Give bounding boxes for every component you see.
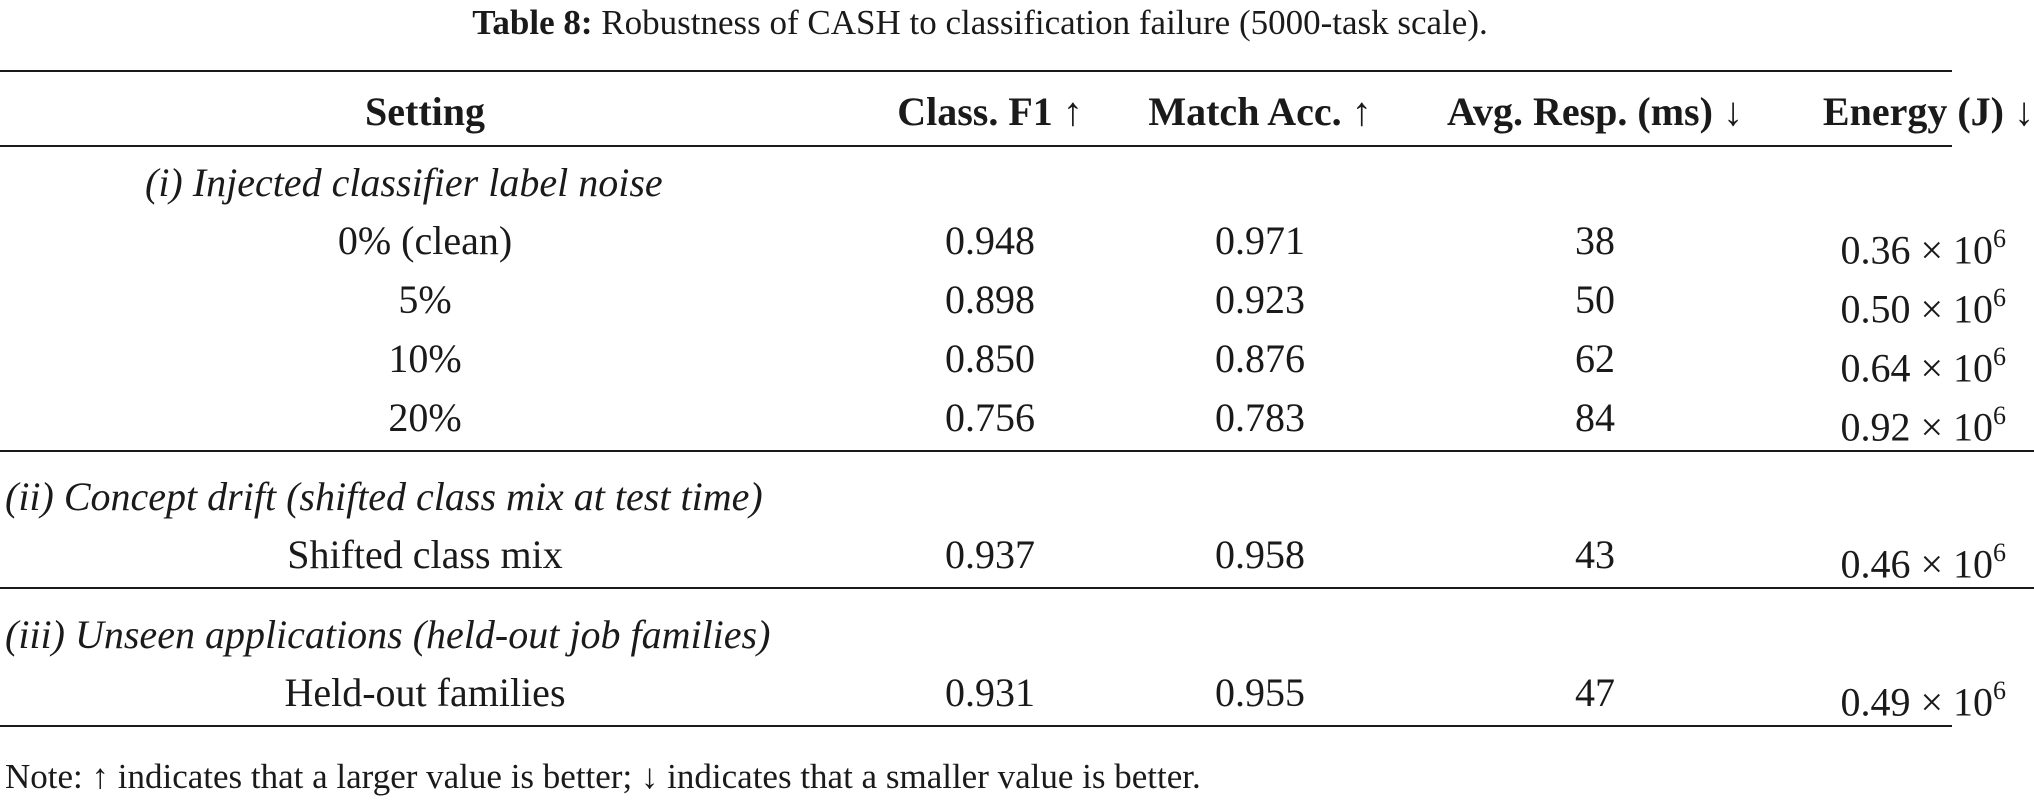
cell-match-acc: 0.958 xyxy=(1215,532,1305,577)
header-energy: Energy (J) ↓ xyxy=(1822,89,2034,134)
cell-energy: 0.50 × 106 xyxy=(1840,283,2006,332)
cell-setting: 20% xyxy=(388,395,462,440)
cell-energy: 0.64 × 106 xyxy=(1840,342,2006,391)
cell-avg-resp: 62 xyxy=(1575,336,1615,381)
cell-match-acc: 0.876 xyxy=(1215,336,1305,381)
header-setting: Setting xyxy=(365,89,485,134)
cell-setting: Held-out families xyxy=(284,670,566,715)
cell-class-f1: 0.898 xyxy=(945,277,1035,322)
cell-class-f1: 0.850 xyxy=(945,336,1035,381)
cell-match-acc: 0.971 xyxy=(1215,218,1305,263)
cell-setting: Shifted class mix xyxy=(287,532,563,577)
cell-energy: 0.36 × 106 xyxy=(1840,224,2006,273)
cell-class-f1: 0.937 xyxy=(945,532,1035,577)
cell-avg-resp: 43 xyxy=(1575,532,1615,577)
section-rule xyxy=(0,587,2034,589)
cell-setting: 0% (clean) xyxy=(337,218,513,263)
cell-match-acc: 0.783 xyxy=(1215,395,1305,440)
cell-setting: 5% xyxy=(398,277,452,322)
cell-match-acc: 0.955 xyxy=(1215,670,1305,715)
cell-class-f1: 0.931 xyxy=(945,670,1035,715)
bottom-rule xyxy=(0,725,1952,727)
section-title: (iii) Unseen applications (held-out job … xyxy=(5,612,771,657)
cell-class-f1: 0.948 xyxy=(945,218,1035,263)
header-class-f1: Class. F1 ↑ xyxy=(897,89,1083,134)
header-rule xyxy=(0,145,1952,147)
section-title: (i) Injected classifier label noise xyxy=(145,160,663,205)
cell-avg-resp: 84 xyxy=(1575,395,1615,440)
header-avg-resp: Avg. Resp. (ms) ↓ xyxy=(1447,89,1743,134)
cell-match-acc: 0.923 xyxy=(1215,277,1305,322)
table-note: Note: ↑ indicates that a larger value is… xyxy=(5,757,1201,796)
cell-energy: 0.92 × 106 xyxy=(1840,401,2006,450)
cell-avg-resp: 50 xyxy=(1575,277,1615,322)
table-caption-text: Robustness of CASH to classification fai… xyxy=(601,3,1488,42)
cell-setting: 10% xyxy=(388,336,462,381)
top-rule xyxy=(0,70,1952,72)
cell-avg-resp: 38 xyxy=(1575,218,1615,263)
section-title: (ii) Concept drift (shifted class mix at… xyxy=(5,474,763,519)
cell-energy: 0.46 × 106 xyxy=(1840,538,2006,587)
cell-class-f1: 0.756 xyxy=(945,395,1035,440)
cell-avg-resp: 47 xyxy=(1575,670,1615,715)
cell-energy: 0.49 × 106 xyxy=(1840,676,2006,725)
table-caption: Table 8: Robustness of CASH to classific… xyxy=(0,2,1960,44)
header-match-acc: Match Acc. ↑ xyxy=(1148,89,1372,134)
table-label: Table 8: xyxy=(472,3,593,42)
section-rule xyxy=(0,450,2034,452)
